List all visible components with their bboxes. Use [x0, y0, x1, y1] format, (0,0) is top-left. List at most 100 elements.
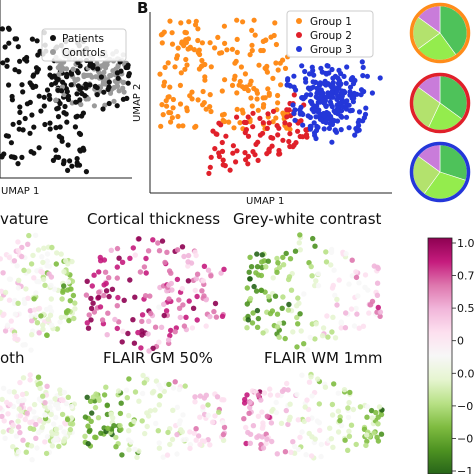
group-2-point [257, 115, 263, 121]
patient-point [82, 93, 88, 99]
map-5-point [373, 409, 379, 416]
group-1-point [221, 23, 227, 29]
map-1-point [139, 318, 145, 325]
map-4-point [197, 414, 203, 420]
map-2-point [328, 262, 334, 268]
map-1-point [103, 288, 110, 294]
map-1-point [127, 277, 133, 283]
map-2-point [329, 329, 335, 335]
group-3-point [290, 102, 296, 108]
map-1-point [101, 292, 107, 299]
map-4-point [156, 440, 162, 446]
map-4-point [172, 379, 178, 385]
patient-point [10, 121, 16, 127]
map-1-point [139, 332, 145, 338]
map-2-point [342, 325, 349, 331]
patient-point [6, 26, 12, 32]
map-2-point [280, 294, 286, 300]
map-3-point [67, 426, 74, 433]
map-2-point [274, 324, 281, 330]
group-1-point [234, 17, 240, 23]
map-2-point [343, 310, 349, 316]
map-4-point [220, 431, 227, 438]
group-3-point [325, 81, 331, 87]
group-1-point [268, 34, 274, 40]
group-2-point [219, 139, 225, 146]
group-3-point [344, 64, 350, 70]
map-5-point [285, 421, 291, 428]
map-5-point [342, 437, 348, 443]
legend-marker-controls [50, 49, 56, 55]
map-2-point [244, 301, 250, 307]
group-1-point [247, 52, 253, 58]
map-0-point [19, 253, 25, 260]
group-3-point [292, 117, 298, 123]
map-5-point [357, 404, 364, 410]
map-0-point [15, 247, 21, 254]
control-point [89, 74, 95, 80]
group-2-point [242, 150, 248, 156]
map-5-point [295, 446, 302, 453]
map-2-point [274, 311, 281, 317]
legend-marker-patients [50, 35, 56, 41]
map-3-point [24, 410, 30, 416]
group-1-point [252, 32, 258, 38]
map-title-grey-white-contrast: Grey-white contrast [233, 210, 382, 228]
group-3-point [318, 87, 324, 93]
map-1-point [167, 332, 173, 339]
panel-b-letter: B [137, 0, 148, 17]
group-1-point [219, 112, 226, 118]
map-3-point [49, 443, 56, 449]
map-2-point [377, 309, 384, 315]
map-0-point [6, 297, 13, 303]
patient-point [41, 94, 47, 100]
map-0-point [7, 276, 14, 282]
patient-point [27, 130, 33, 136]
patient-point [83, 85, 89, 91]
map-0-point [35, 247, 42, 253]
group-1-point [256, 62, 262, 68]
map-4-point [157, 393, 163, 399]
patient-point [6, 40, 12, 46]
map-2-point [261, 258, 267, 264]
map-4-point [174, 404, 180, 410]
group-1-point [199, 57, 205, 64]
map-2-point [367, 302, 374, 308]
group-1-point [199, 63, 205, 69]
map-1-point [85, 325, 92, 331]
map-3-point [20, 437, 26, 443]
map-3-point [48, 399, 54, 405]
map-3-point [0, 405, 3, 411]
map-1-point [150, 345, 156, 351]
group-3-point [333, 89, 340, 95]
map-1-point [109, 286, 116, 292]
map-5-point [364, 414, 370, 420]
map-1-point [207, 313, 213, 320]
map-5-point [350, 406, 357, 413]
map-4-point [197, 393, 203, 399]
group-1-point [275, 92, 281, 99]
map-0-point [39, 254, 45, 260]
map-3-point [37, 385, 43, 392]
group-1-point [234, 36, 240, 43]
group-2-point [250, 149, 256, 155]
map-5-point [347, 389, 353, 396]
map-2-point [331, 267, 337, 273]
map-2-point [312, 336, 318, 342]
panel-d-maps: vature Cortical thickness Grey-white con… [0, 210, 385, 463]
group-3-point [343, 106, 349, 112]
map-1-point [146, 348, 152, 354]
map-0-point [46, 263, 53, 269]
map-5-point [308, 374, 314, 380]
patient-point [24, 58, 30, 64]
patient-point [15, 161, 21, 167]
map-0-point [31, 296, 37, 302]
map-0-point [53, 261, 59, 267]
map-0-point [2, 289, 9, 296]
map-4-point [192, 399, 198, 405]
map-3-point [27, 372, 33, 378]
map-2-point [310, 235, 316, 242]
map-5-point [269, 408, 275, 414]
map-3-point [65, 394, 72, 400]
